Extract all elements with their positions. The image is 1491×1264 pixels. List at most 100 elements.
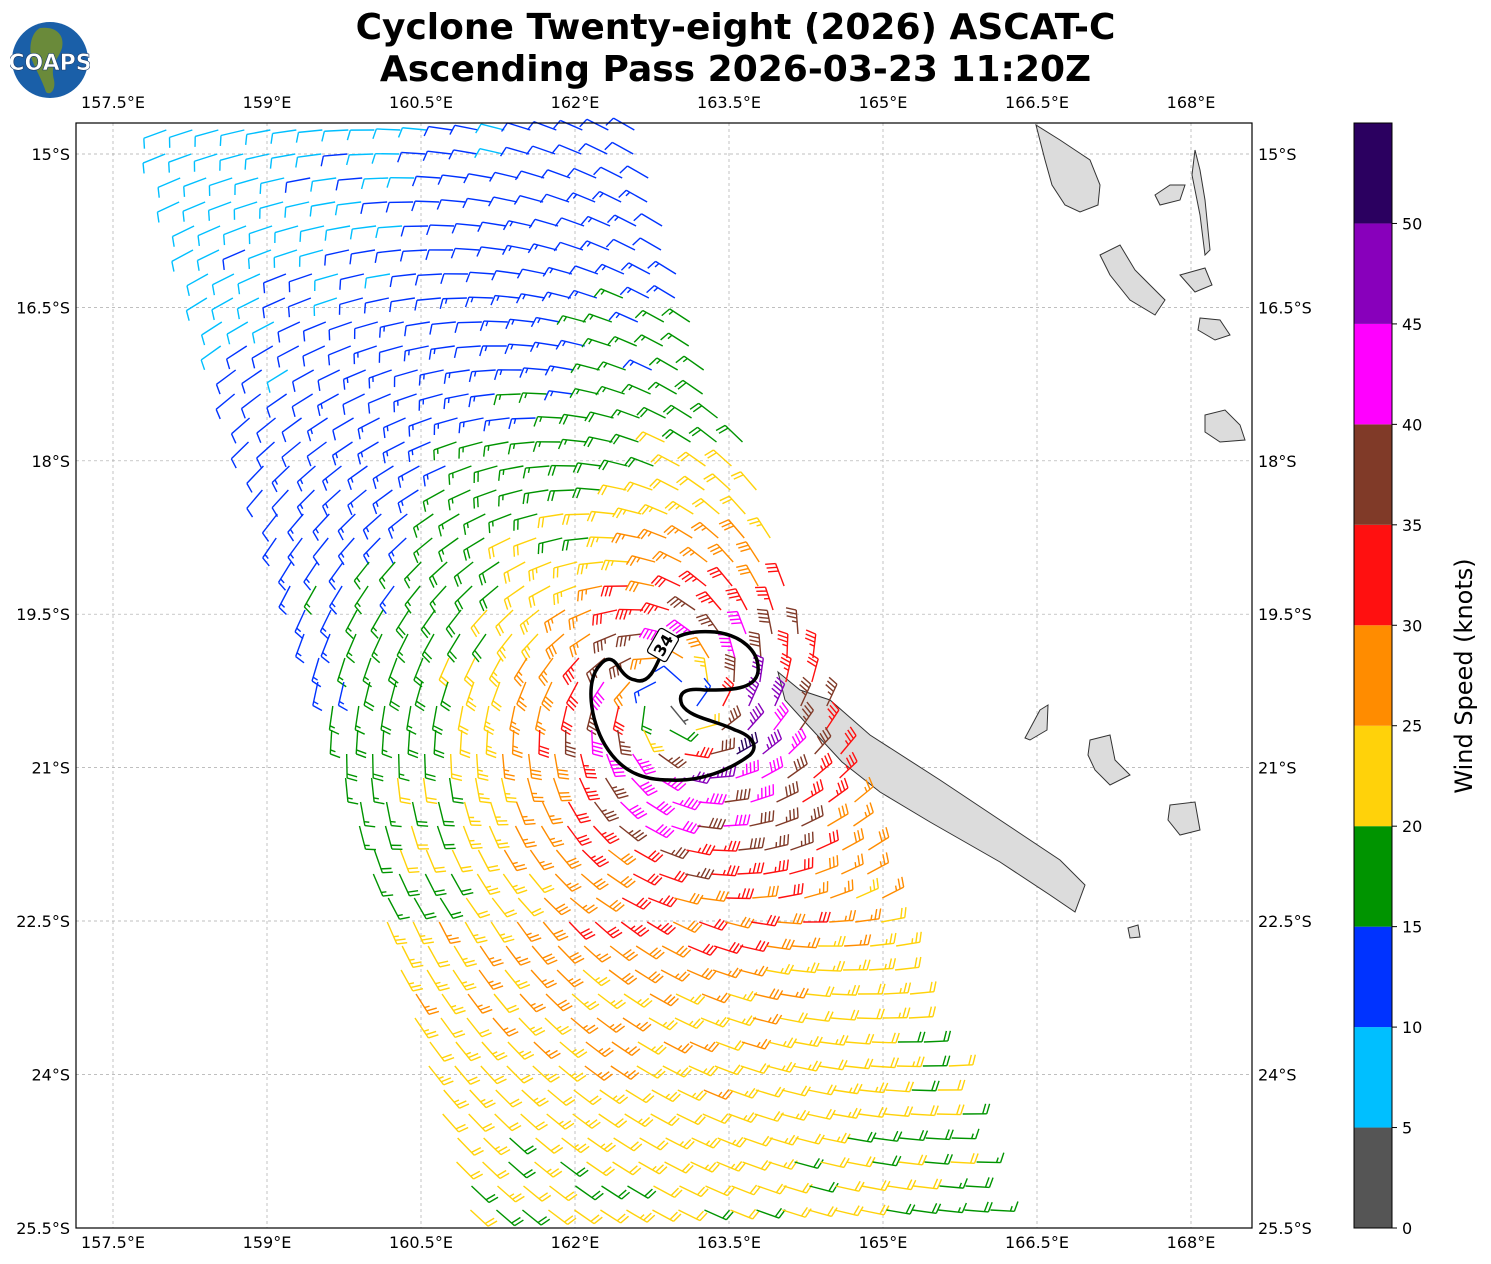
wind-barb: [606, 873, 636, 889]
wind-barb: [320, 153, 348, 167]
wind-barb: [648, 1017, 678, 1031]
lat-tick-left: 21°S: [31, 759, 70, 778]
wind-barb: [433, 417, 458, 436]
wind-barb: [429, 321, 456, 335]
wind-barb: [881, 876, 905, 899]
wind-barb: [388, 537, 407, 565]
wind-barb: [458, 417, 484, 434]
wind-barb: [923, 1030, 952, 1043]
lat-tick-right: 19.5°S: [1258, 605, 1312, 624]
wind-barb: [384, 825, 403, 850]
wind-barb: [364, 273, 391, 289]
wind-barb: [373, 849, 393, 874]
wind-barb: [686, 636, 710, 659]
wind-barb: [357, 441, 379, 465]
wind-barb: [571, 993, 600, 1011]
wind-barb: [965, 1177, 994, 1189]
wind-barb: [544, 1017, 572, 1036]
wind-barb: [687, 943, 718, 956]
wind-barb: [482, 1161, 510, 1180]
wind-barb: [548, 1209, 577, 1225]
wind-barb: [521, 1089, 549, 1107]
colorbar-frame: [1353, 122, 1393, 1229]
wind-barb: [412, 921, 434, 945]
wind-barb: [666, 595, 696, 611]
wind-barb: [457, 1137, 484, 1156]
wind-barb: [480, 1065, 507, 1085]
wind-barb: [698, 793, 727, 805]
wind-barb: [259, 177, 285, 194]
wind-barb: [595, 385, 625, 396]
wind-barb: [869, 958, 897, 971]
wind-barb: [362, 537, 381, 565]
wind-barb: [370, 777, 385, 805]
wind-barb: [560, 705, 573, 736]
wind-barb: [337, 681, 348, 712]
wind-barb: [518, 1017, 546, 1036]
wind-barb: [723, 814, 751, 827]
lat-tick-right: 22.5°S: [1258, 912, 1312, 931]
wind-barb: [449, 124, 479, 135]
wind-barb: [554, 217, 585, 227]
wind-barb: [528, 561, 552, 582]
wind-barb: [623, 481, 653, 493]
wind-barb: [317, 369, 340, 391]
wind-barb: [295, 633, 305, 664]
wind-barb: [721, 676, 735, 707]
lon-tick-top: 165°E: [859, 93, 908, 112]
wind-barb: [490, 921, 515, 943]
wind-barb: [446, 633, 461, 663]
wind-barb: [755, 1086, 786, 1098]
wind-barb: [578, 142, 608, 155]
wind-barb: [287, 513, 304, 542]
island: [777, 670, 1086, 913]
wind-barb: [353, 321, 379, 340]
wind-barb: [437, 801, 455, 827]
wind-barb: [400, 969, 424, 992]
wind-barb: [619, 286, 650, 299]
wind-barb: [710, 737, 736, 755]
wind-barb: [509, 705, 521, 736]
wind-barb: [747, 517, 771, 539]
wind-barb: [728, 1112, 759, 1123]
lon-tick-top: 162°E: [551, 93, 600, 112]
wind-barb: [347, 465, 368, 491]
wind-barb: [913, 1178, 943, 1190]
wind-barb: [650, 454, 680, 467]
wind-barb: [503, 585, 525, 610]
wind-barb: [408, 417, 432, 437]
wind-barb: [688, 1065, 719, 1077]
wind-barb: [672, 920, 703, 933]
wind-barb: [827, 803, 849, 827]
wind-barb: [529, 849, 555, 871]
wind-barb: [835, 1180, 865, 1192]
wind-barb: [553, 585, 577, 606]
wind-barb: [912, 1202, 942, 1215]
map-frame: [75, 122, 1253, 1229]
wind-barb: [422, 150, 452, 162]
wind-barb: [449, 753, 463, 782]
wind-barb: [730, 1208, 760, 1220]
wind-barb: [792, 1060, 822, 1072]
wind-barb: [569, 897, 598, 914]
wind-barb: [429, 1041, 455, 1062]
wind-barb: [882, 1007, 911, 1019]
wind-barb: [615, 633, 643, 648]
wind-barb: [703, 1089, 734, 1100]
wind-barb: [676, 1113, 706, 1126]
wind-barb: [606, 214, 637, 227]
wind-barb: [611, 532, 641, 544]
wind-barb: [674, 892, 704, 905]
wind-barb: [463, 513, 486, 536]
lat-tick-right: 15°S: [1258, 145, 1297, 164]
wind-barb: [674, 379, 704, 395]
coaps-logo: COAPS: [10, 22, 90, 98]
wind-barb: [513, 657, 528, 687]
wind-barb: [910, 1105, 939, 1117]
wind-barb: [828, 777, 849, 803]
wind-barb: [791, 962, 820, 974]
wind-barb: [508, 1161, 536, 1179]
wind-barb: [780, 1109, 810, 1121]
wind-barb: [584, 411, 614, 423]
wind-barb: [618, 189, 648, 203]
